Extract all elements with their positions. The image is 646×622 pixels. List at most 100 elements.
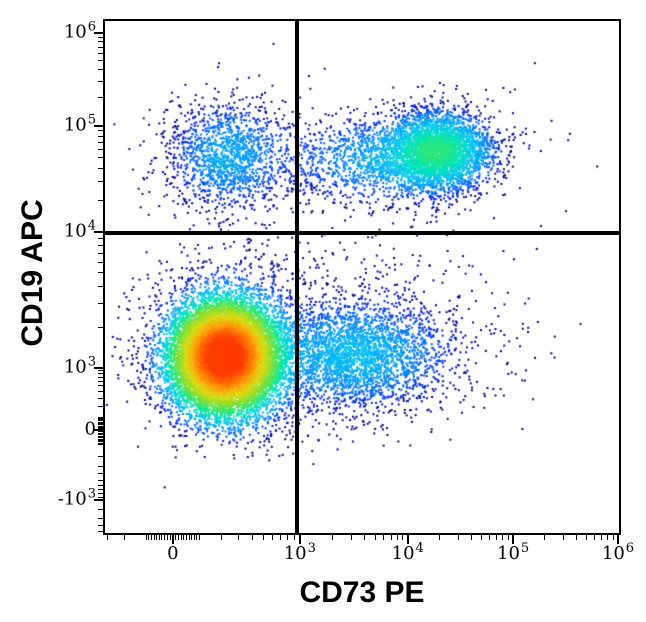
x-minor-tick — [237, 535, 239, 540]
x-axis-label: CD73 PE — [299, 576, 425, 609]
x-minor-tick — [193, 535, 195, 540]
y-minor-tick — [98, 517, 103, 519]
x-minor-tick — [470, 535, 472, 540]
x-major-tick — [171, 535, 174, 544]
x-major-tick — [406, 535, 409, 544]
y-minor-tick — [98, 465, 103, 467]
x-minor-tick — [145, 535, 147, 540]
y-minor-tick — [98, 60, 103, 62]
x-minor-tick — [544, 535, 546, 540]
x-minor-tick — [502, 535, 504, 540]
y-tick-label: 104 — [63, 218, 96, 242]
x-minor-tick — [293, 535, 295, 540]
y-tick-label: 103 — [63, 354, 96, 378]
x-minor-tick — [350, 535, 352, 540]
y-minor-tick — [98, 417, 103, 419]
y-minor-tick — [98, 167, 103, 169]
x-tick-label: 103 — [283, 540, 316, 564]
y-minor-tick — [98, 431, 103, 433]
y-minor-tick — [98, 524, 103, 526]
x-minor-tick — [185, 535, 187, 540]
y-tick-label: 0 — [84, 418, 96, 440]
y-minor-tick — [98, 493, 103, 495]
y-minor-tick — [98, 484, 103, 486]
y-minor-tick — [98, 509, 103, 511]
quadrant-gate-vertical-line — [294, 21, 299, 533]
x-minor-tick — [164, 535, 166, 540]
x-minor-tick — [390, 535, 392, 540]
x-minor-tick — [106, 535, 108, 540]
y-minor-tick — [98, 437, 103, 439]
x-minor-tick — [183, 535, 185, 540]
x-minor-tick — [169, 535, 171, 540]
y-minor-tick — [98, 438, 103, 440]
scatter-density-canvas — [105, 21, 619, 533]
y-minor-tick — [98, 420, 103, 422]
y-major-tick — [94, 367, 103, 370]
x-minor-tick — [402, 535, 404, 540]
y-minor-tick — [98, 130, 103, 132]
x-minor-tick — [585, 535, 587, 540]
y-minor-tick — [98, 36, 103, 38]
y-minor-tick — [98, 252, 103, 254]
y-minor-tick — [98, 439, 103, 441]
y-minor-tick — [98, 180, 103, 182]
y-minor-tick — [98, 272, 103, 274]
y-minor-tick — [98, 426, 103, 428]
y-minor-tick — [98, 385, 103, 387]
y-minor-tick — [98, 456, 103, 458]
y-minor-tick — [98, 261, 103, 263]
x-minor-tick — [480, 535, 482, 540]
y-minor-tick — [98, 424, 103, 426]
y-minor-tick — [98, 199, 103, 201]
plot-area — [103, 19, 621, 535]
x-minor-tick — [198, 535, 200, 540]
x-minor-tick — [364, 535, 366, 540]
x-minor-tick — [191, 535, 193, 540]
x-minor-tick — [575, 535, 577, 540]
y-minor-tick — [98, 370, 103, 372]
x-tick-label: 106 — [601, 540, 635, 564]
y-minor-tick — [98, 285, 103, 287]
y-minor-tick — [98, 141, 103, 143]
y-minor-tick — [98, 489, 103, 491]
y-major-tick — [94, 31, 103, 34]
x-minor-tick — [496, 535, 498, 540]
y-minor-tick — [98, 473, 103, 475]
x-minor-tick — [177, 535, 179, 540]
x-minor-tick — [161, 535, 163, 540]
y-minor-tick — [98, 416, 103, 418]
y-minor-tick — [98, 135, 103, 137]
y-minor-tick — [98, 237, 103, 239]
x-tick-label: 0 — [167, 543, 179, 564]
x-minor-tick — [262, 535, 264, 540]
y-minor-tick — [98, 419, 103, 421]
y-minor-tick — [98, 428, 103, 430]
x-minor-tick — [612, 535, 614, 540]
x-minor-tick — [396, 535, 398, 540]
x-minor-tick — [166, 535, 168, 540]
y-minor-tick — [98, 380, 103, 382]
x-minor-tick — [123, 535, 125, 540]
y-major-tick — [94, 230, 103, 233]
y-major-tick — [94, 499, 103, 502]
x-minor-tick — [175, 535, 177, 540]
y-major-tick — [94, 124, 103, 127]
y-minor-tick — [98, 435, 103, 437]
y-minor-tick — [98, 373, 103, 375]
x-minor-tick — [562, 535, 564, 540]
y-minor-tick — [98, 422, 103, 424]
y-minor-tick — [98, 434, 103, 436]
y-minor-tick — [98, 421, 103, 423]
y-minor-tick — [98, 302, 103, 304]
x-minor-tick — [438, 535, 440, 540]
y-minor-tick — [98, 397, 103, 399]
x-minor-tick — [188, 535, 190, 540]
x-minor-tick — [594, 535, 596, 540]
y-minor-tick — [98, 46, 103, 48]
y-minor-tick — [98, 425, 103, 427]
x-minor-tick — [601, 535, 603, 540]
x-minor-tick — [150, 535, 152, 540]
y-tick-label: -103 — [57, 486, 96, 510]
